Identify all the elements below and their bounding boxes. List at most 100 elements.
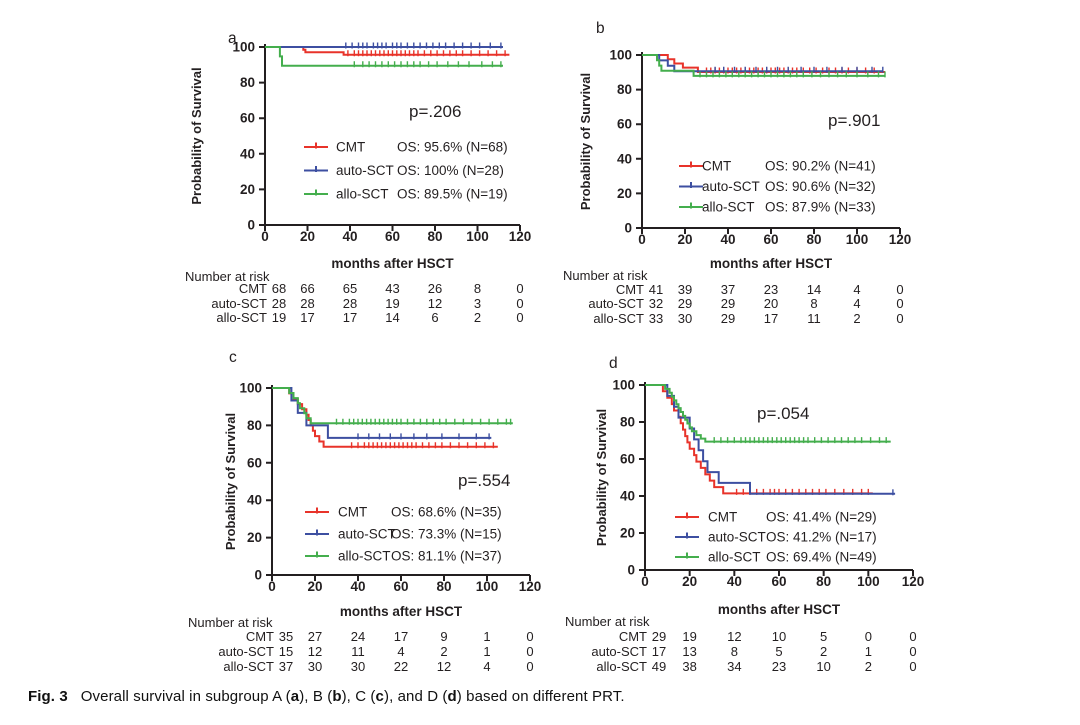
legend-os-value: OS: 41.2% (N=17) [766, 530, 877, 545]
panel-letter: d [609, 355, 618, 372]
risk-row-label: auto-SCT [591, 644, 647, 659]
survival-curve-CMT [265, 46, 510, 56]
y-tick-label: 80 [617, 82, 632, 97]
risk-count: 12 [727, 629, 741, 644]
risk-row-label: CMT [239, 281, 267, 296]
risk-count: 32 [649, 296, 663, 311]
legend-label: allo-SCT [708, 550, 761, 565]
risk-count: 29 [721, 296, 735, 311]
x-tick-label: 100 [846, 232, 869, 247]
legend-os-value: OS: 89.5% (N=19) [397, 187, 508, 202]
legend-os-value: OS: 87.9% (N=33) [765, 200, 876, 215]
survival-curve-allo-SCT [272, 387, 513, 425]
legend-os-value: OS: 41.4% (N=29) [766, 510, 877, 525]
risk-count: 0 [865, 629, 872, 644]
risk-count: 4 [853, 296, 860, 311]
y-axis-title: Probability of Survival [594, 409, 609, 546]
x-tick-label: 0 [638, 232, 646, 247]
panel-letter: b [596, 20, 605, 37]
risk-count: 35 [279, 629, 293, 644]
legend-label: auto-SCT [708, 530, 766, 545]
caption-panel-ref: b [332, 688, 342, 705]
x-tick-label: 120 [509, 229, 532, 244]
risk-count: 29 [721, 311, 735, 326]
x-tick-label: 20 [300, 229, 315, 244]
legend-os-value: OS: 81.1% (N=37) [391, 549, 502, 564]
axis-ticks [259, 46, 521, 231]
risk-count: 0 [526, 629, 533, 644]
risk-count: 0 [909, 644, 916, 659]
y-tick-label: 0 [254, 568, 262, 583]
risk-count: 19 [272, 310, 286, 325]
risk-count: 0 [909, 659, 916, 674]
caption-segment: ), B ( [299, 688, 333, 705]
risk-count: 2 [865, 659, 872, 674]
risk-count: 1 [483, 629, 490, 644]
risk-count: 34 [727, 659, 741, 674]
risk-count: 0 [909, 629, 916, 644]
risk-count: 28 [300, 296, 314, 311]
risk-row-label: CMT [616, 282, 644, 297]
risk-count: 37 [721, 282, 735, 297]
y-tick-label: 40 [247, 493, 262, 508]
legend-label: auto-SCT [338, 527, 396, 542]
censor-ticks-allo-SCT [353, 61, 502, 68]
legend-os-value: OS: 90.2% (N=41) [765, 159, 876, 174]
caption-segment: ), and D ( [383, 688, 448, 705]
x-tick-label: 120 [519, 579, 542, 594]
axis-ticks [636, 54, 901, 234]
legend-label: CMT [708, 510, 737, 525]
x-tick-label: 100 [466, 229, 489, 244]
censor-ticks-CMT [350, 442, 495, 449]
legend-os-value: OS: 73.3% (N=15) [391, 527, 502, 542]
survival-curve-CMT [642, 54, 885, 73]
risk-count: 8 [810, 296, 817, 311]
risk-count: 0 [526, 644, 533, 659]
risk-count: 1 [483, 644, 490, 659]
figure-caption: Fig. 3 Overall survival in subgroup A (a)… [28, 688, 1048, 705]
risk-count: 5 [775, 644, 782, 659]
survival-curve-auto-SCT [645, 384, 896, 495]
y-tick-label: 60 [620, 452, 635, 467]
censor-ticks-allo-SCT [713, 437, 887, 444]
censor-ticks-auto-SCT [714, 66, 884, 73]
risk-count: 30 [351, 659, 365, 674]
legend-key-CMT [305, 507, 329, 514]
risk-count: 12 [437, 659, 451, 674]
y-tick-label: 80 [620, 415, 635, 430]
risk-count: 17 [394, 629, 408, 644]
risk-count: 10 [772, 629, 786, 644]
legend-key-CMT [304, 142, 328, 149]
p-value: p=.054 [757, 404, 809, 423]
legend-os-value: OS: 100% (N=28) [397, 163, 504, 178]
x-tick-label: 60 [385, 229, 400, 244]
legend-key-allo-SCT [304, 189, 328, 196]
y-tick-label: 0 [627, 563, 635, 578]
risk-count: 33 [649, 311, 663, 326]
legend-key-auto-SCT [679, 182, 703, 188]
risk-table-title: Number at risk [185, 269, 270, 284]
risk-row-label: allo-SCT [216, 310, 267, 325]
axis-ticks [266, 387, 531, 581]
legend-key-auto-SCT [305, 529, 329, 536]
risk-count: 4 [483, 659, 490, 674]
legend-os-value: OS: 69.4% (N=49) [766, 550, 877, 565]
x-tick-label: 100 [857, 574, 880, 589]
p-value: p=.206 [409, 102, 461, 121]
risk-count: 26 [428, 281, 442, 296]
y-tick-label: 20 [617, 186, 632, 201]
y-tick-label: 60 [617, 117, 632, 132]
p-value: p=.554 [458, 471, 510, 490]
risk-count: 13 [682, 644, 696, 659]
caption-panel-ref: a [290, 688, 300, 705]
risk-count: 3 [474, 296, 481, 311]
x-tick-label: 0 [641, 574, 649, 589]
risk-count: 2 [474, 310, 481, 325]
risk-count: 2 [440, 644, 447, 659]
risk-count: 19 [385, 296, 399, 311]
panel-letter: a [228, 30, 237, 47]
x-tick-label: 60 [763, 232, 778, 247]
